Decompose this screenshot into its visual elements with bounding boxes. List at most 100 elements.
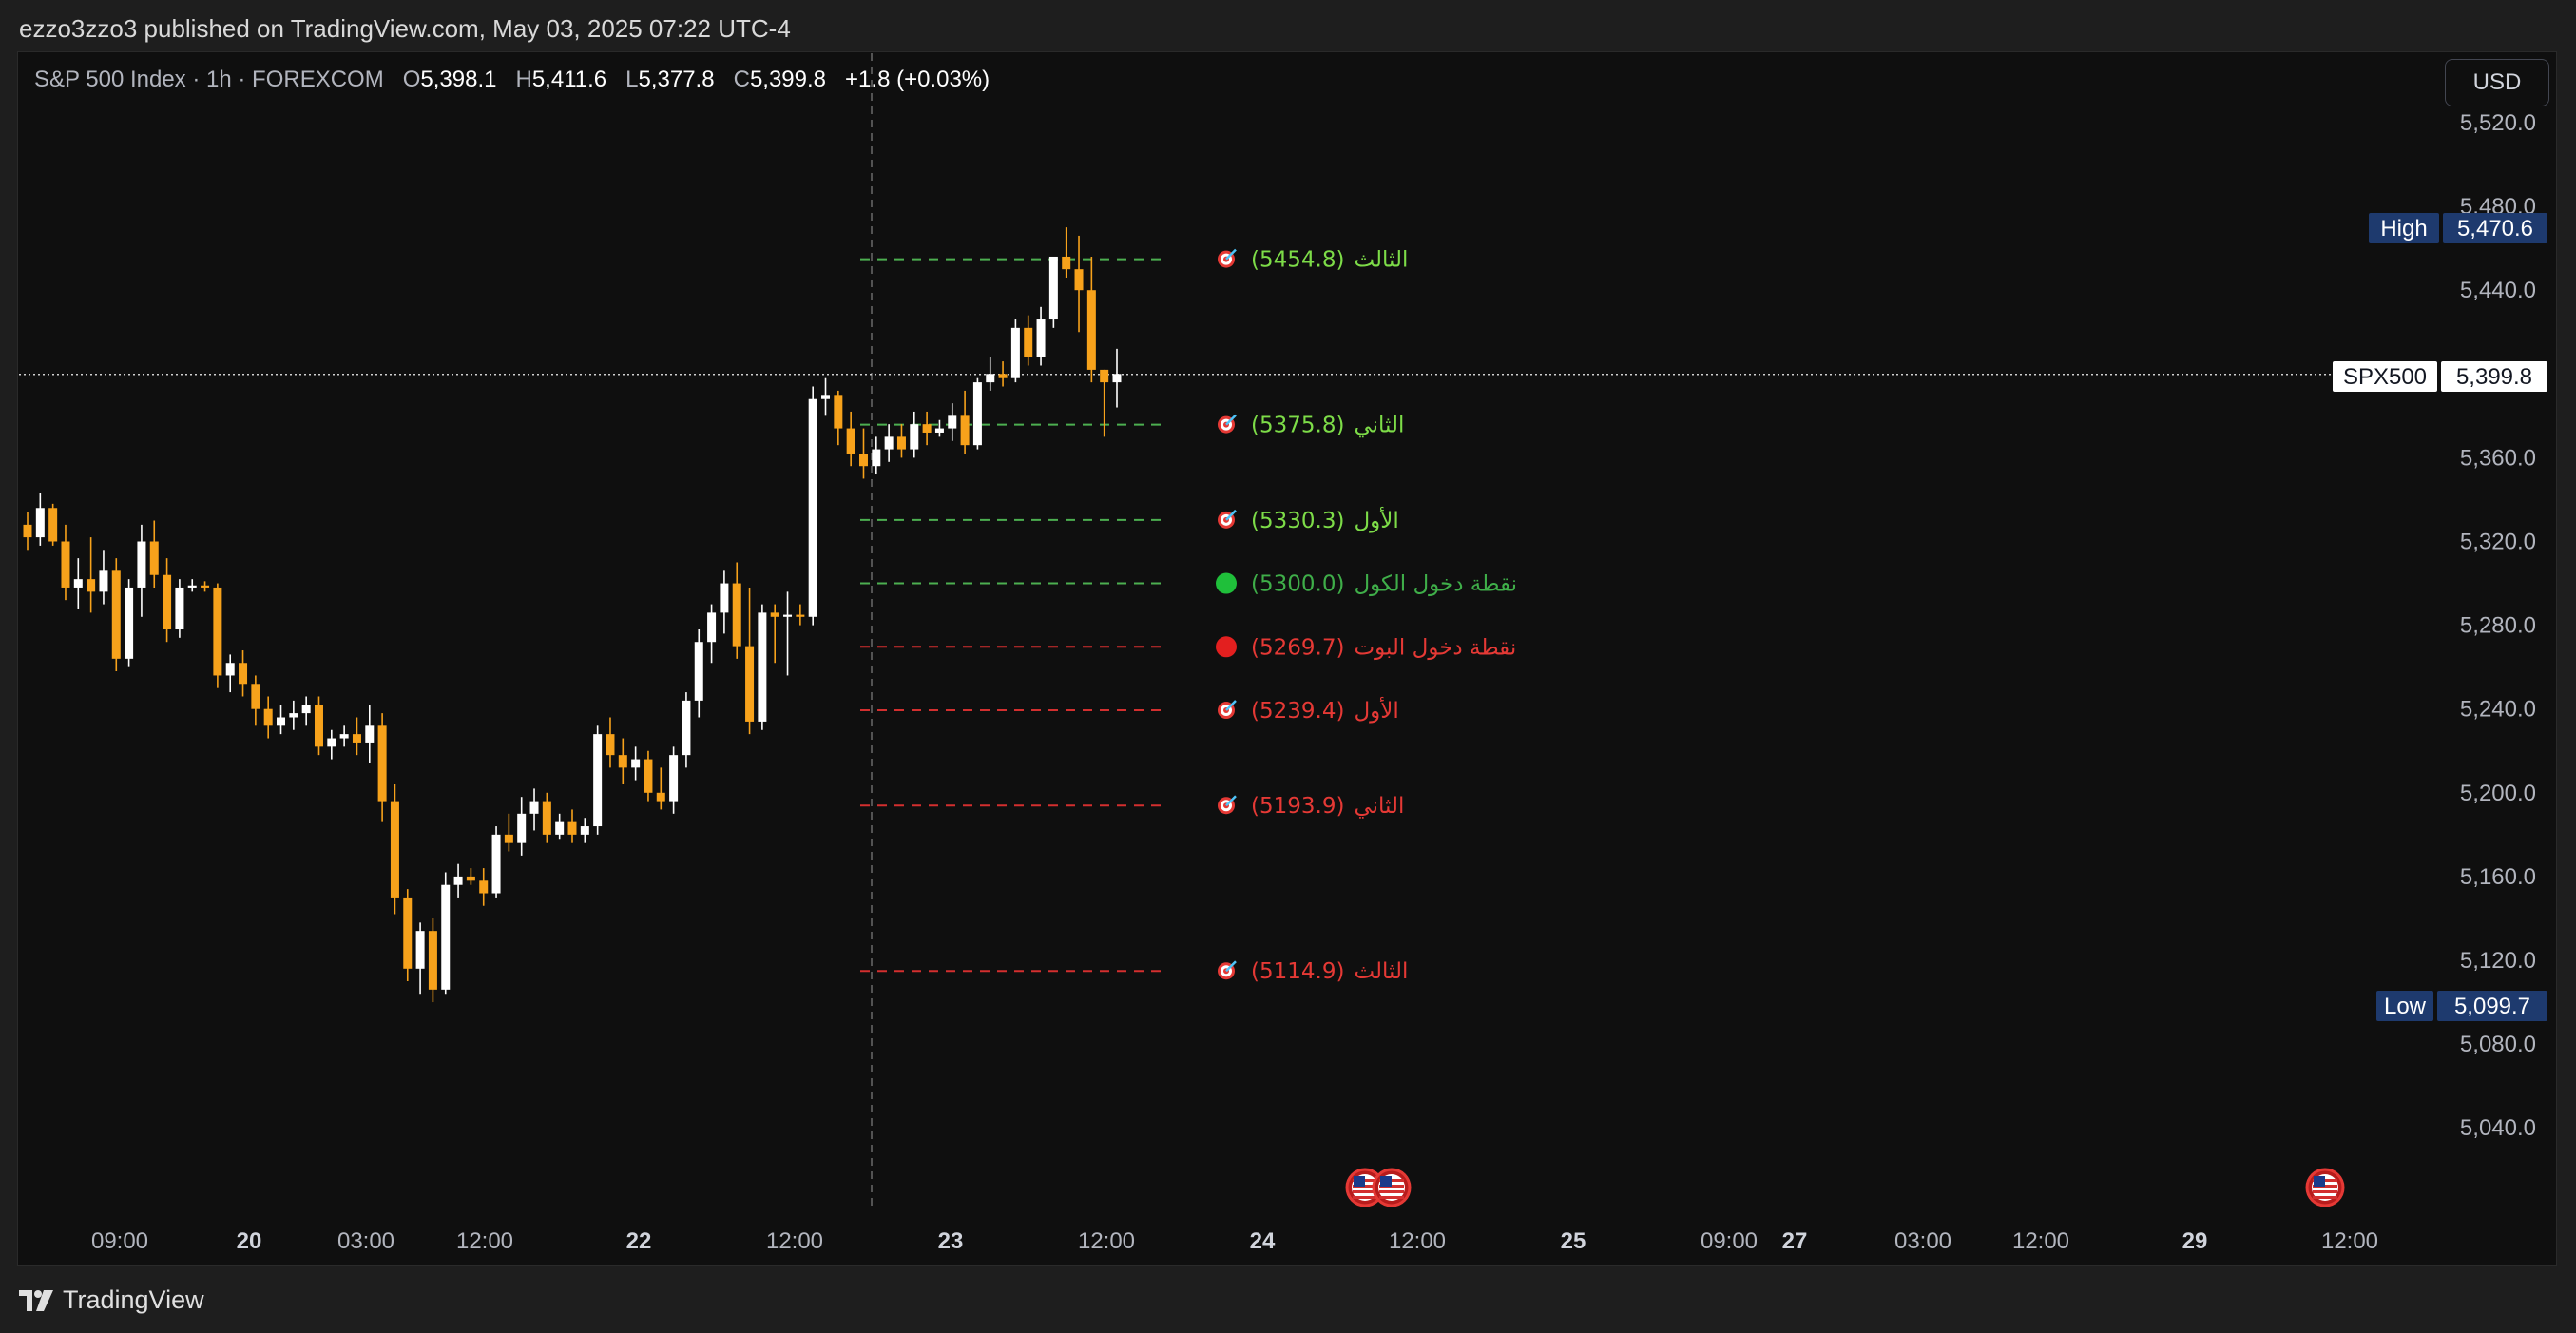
candle[interactable] [1112,348,1122,408]
candle[interactable] [1036,306,1046,366]
candle[interactable] [99,550,108,605]
candle[interactable] [555,813,565,840]
candle[interactable] [922,411,932,446]
currency-button[interactable]: USD [2445,59,2549,106]
candle[interactable] [23,512,32,551]
candle[interactable] [872,436,881,475]
tradingview-brand[interactable]: TradingView [19,1285,204,1315]
candle[interactable] [682,692,691,768]
level-annotation[interactable]: (5269.7) نقطة دخول البوت [1216,635,1516,660]
candle[interactable] [1074,235,1084,333]
candle[interactable] [972,377,982,450]
candle[interactable] [1062,227,1071,278]
candle[interactable] [491,826,501,898]
candle[interactable] [1086,256,1096,383]
candle[interactable] [149,520,159,588]
candle[interactable] [529,788,539,831]
candle[interactable] [606,717,615,768]
candle[interactable] [986,357,995,391]
candle[interactable] [517,797,527,856]
level-annotation[interactable]: (5330.3) الأول [1218,507,1399,533]
candle[interactable] [251,675,260,726]
candle[interactable] [960,390,970,454]
candle[interactable] [796,604,805,626]
level-annotation[interactable]: (5239.4) الأول [1218,697,1399,724]
candle[interactable] [808,386,817,626]
candle[interactable] [504,813,513,852]
level-annotation[interactable]: (5114.9) الثالث [1218,959,1408,984]
candle[interactable] [377,713,387,822]
candle[interactable] [783,591,793,676]
candle[interactable] [770,604,779,664]
candle[interactable] [301,696,311,726]
candle[interactable] [48,503,58,546]
candle[interactable] [1024,315,1033,366]
candle[interactable] [213,583,222,688]
candle[interactable] [745,587,755,735]
candle[interactable] [846,411,855,467]
candle[interactable] [466,868,475,885]
candle[interactable] [263,696,273,739]
candle[interactable] [1048,256,1058,328]
candle[interactable] [656,767,665,810]
candle[interactable] [934,419,944,437]
candle[interactable] [201,581,210,592]
candle[interactable] [35,493,45,546]
candle[interactable] [1010,319,1020,383]
candle[interactable] [834,390,843,446]
candle[interactable] [593,725,603,835]
candle[interactable] [948,403,957,441]
us-flag-icon[interactable] [1372,1168,1412,1207]
candle[interactable] [644,750,653,802]
candle[interactable] [567,809,577,843]
candle[interactable] [631,746,641,781]
candle[interactable] [453,863,463,898]
candle[interactable] [415,922,425,995]
candle[interactable] [896,424,906,458]
candle[interactable] [239,650,248,697]
candle[interactable] [479,868,489,906]
candle[interactable] [87,537,96,613]
candle[interactable] [669,746,679,814]
candle[interactable] [694,629,703,718]
candle[interactable] [111,558,121,672]
symbol-name[interactable]: S&P 500 Index · 1h · FOREXCOM [34,67,384,92]
level-annotation[interactable]: (5300.0) نقطة دخول الكول [1216,572,1517,597]
us-flag-icon[interactable] [1345,1168,1385,1207]
us-flag-icon[interactable] [2305,1168,2345,1207]
candle[interactable] [758,604,767,730]
candle[interactable] [998,361,1008,387]
level-annotation[interactable]: (5193.9) الثاني [1218,794,1404,819]
candle[interactable] [277,705,286,735]
candle[interactable] [858,428,868,479]
candle[interactable] [707,604,717,664]
candle[interactable] [1100,369,1109,437]
candle[interactable] [289,700,298,730]
candle[interactable] [720,570,729,634]
candle[interactable] [365,705,375,763]
candle[interactable] [352,717,361,756]
candle[interactable] [327,729,336,760]
candle[interactable] [403,889,413,982]
level-annotation[interactable]: (5375.8) الثاني [1218,414,1404,438]
candle[interactable] [910,411,919,458]
candle[interactable] [314,696,323,756]
candle[interactable] [580,818,589,843]
chart-panel[interactable] [17,51,2557,1266]
candle[interactable] [884,424,894,462]
candle[interactable] [618,738,627,784]
candle[interactable] [225,654,235,693]
candle[interactable] [390,783,399,915]
candle[interactable] [125,579,134,667]
candle[interactable] [137,524,146,617]
candle[interactable] [61,524,70,601]
candle[interactable] [428,918,437,1003]
candle[interactable] [187,579,197,592]
candle[interactable] [339,725,349,747]
candle[interactable] [175,579,184,638]
candle[interactable] [163,558,172,643]
candle[interactable] [73,558,83,609]
candle[interactable] [821,377,831,416]
candle[interactable] [542,792,551,843]
